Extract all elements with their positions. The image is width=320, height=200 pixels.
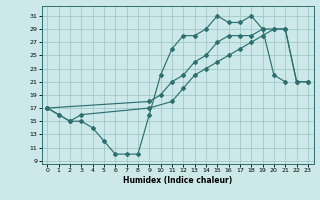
X-axis label: Humidex (Indice chaleur): Humidex (Indice chaleur) [123,176,232,185]
